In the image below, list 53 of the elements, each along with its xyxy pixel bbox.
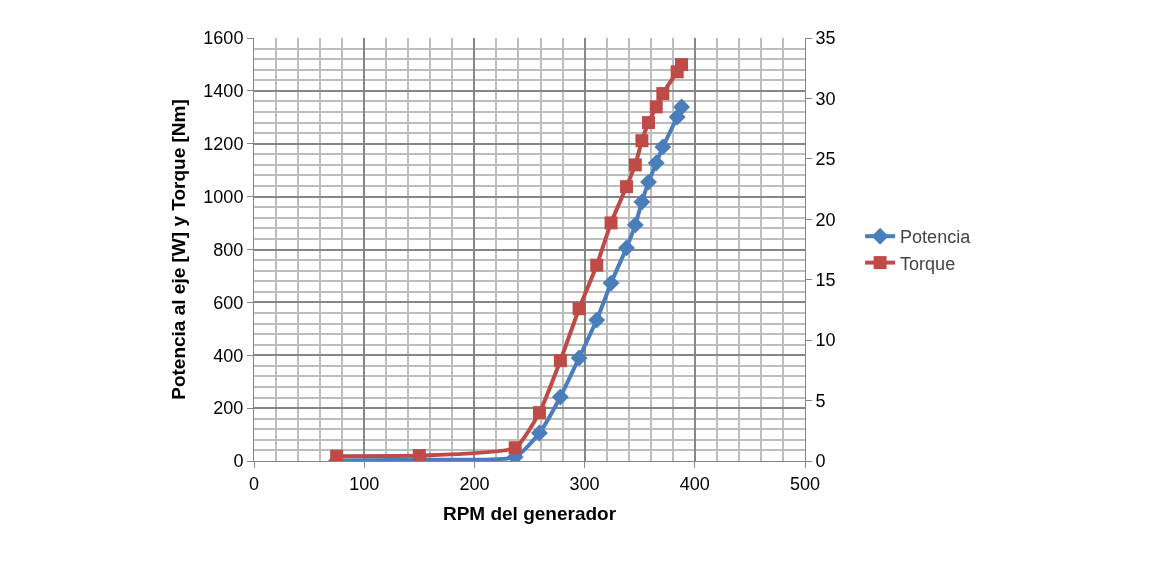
point xyxy=(633,193,651,211)
y2-tick-label: 5 xyxy=(815,390,826,411)
point xyxy=(508,441,522,455)
x-axis-title: RPM del generador xyxy=(442,503,617,525)
point xyxy=(656,87,670,101)
y-tick-label: 1200 xyxy=(203,134,244,155)
point xyxy=(640,173,657,191)
y2-tick-label: 15 xyxy=(815,270,836,291)
point xyxy=(530,424,548,442)
point xyxy=(570,349,588,367)
y-tick-label: 200 xyxy=(213,398,244,419)
point xyxy=(649,100,663,114)
point xyxy=(635,134,649,148)
y-tick-label: 400 xyxy=(213,345,244,366)
point xyxy=(572,302,586,316)
y2-tick-label: 20 xyxy=(815,209,836,230)
point xyxy=(628,158,642,172)
y2-tick-label: 10 xyxy=(815,330,836,351)
point xyxy=(590,258,604,272)
point xyxy=(604,216,618,230)
point xyxy=(619,180,633,194)
y-axis-title: Potencia al eje [W] y Torque [Nm] xyxy=(168,99,190,400)
point xyxy=(532,406,546,420)
y2-tick-label: 35 xyxy=(815,28,836,49)
x-tick-label: 100 xyxy=(349,473,380,494)
point xyxy=(626,216,644,234)
y-tick-label: 800 xyxy=(213,239,244,260)
point xyxy=(588,311,606,329)
point xyxy=(551,388,569,406)
y-tick-label: 1000 xyxy=(203,186,244,207)
point xyxy=(673,98,691,116)
point xyxy=(675,58,689,72)
legend-label: Potencia xyxy=(900,227,972,248)
x-tick-label: 200 xyxy=(459,473,490,494)
y2-tick-label: 0 xyxy=(815,451,826,472)
y-tick-label: 1600 xyxy=(203,28,244,49)
point xyxy=(602,274,620,292)
y-tick-label: 0 xyxy=(233,451,244,472)
legend-label: Torque xyxy=(900,253,956,274)
x-tick-label: 400 xyxy=(679,473,710,494)
point xyxy=(618,239,635,257)
y-tick-label: 600 xyxy=(213,292,244,313)
point xyxy=(654,138,672,156)
x-tick-label: 300 xyxy=(569,473,600,494)
x-tick-label: 500 xyxy=(789,473,821,494)
point xyxy=(647,154,665,172)
point xyxy=(553,354,567,368)
point xyxy=(642,116,656,130)
y2-tick-label: 30 xyxy=(815,88,836,109)
y-tick-label: 1400 xyxy=(203,81,244,102)
x-tick-label: 0 xyxy=(248,473,260,494)
y2-tick-label: 25 xyxy=(815,149,836,170)
point xyxy=(668,108,686,126)
